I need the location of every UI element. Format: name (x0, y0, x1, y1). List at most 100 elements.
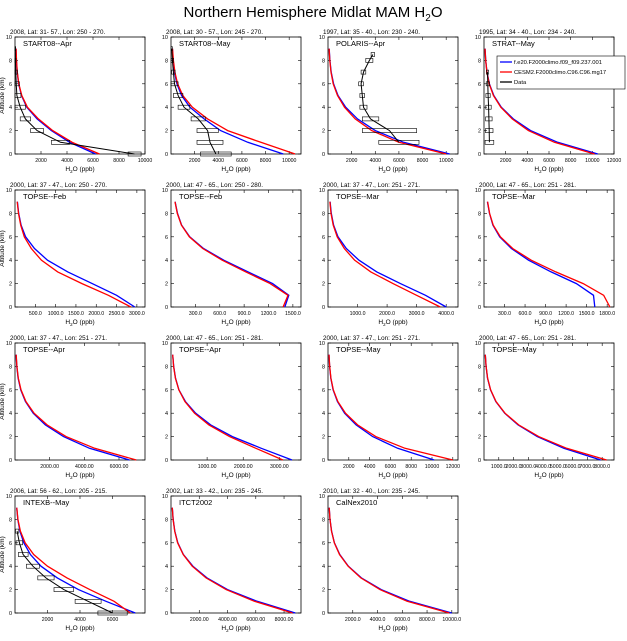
x-tick-label: 4000.0 (370, 617, 386, 623)
y-tick-label: 6 (322, 82, 325, 88)
x-axis-label: H2O (ppb) (221, 472, 250, 480)
y-tick-label: 2 (165, 282, 168, 288)
y-tick-label: 8 (478, 364, 481, 370)
x-tick-label: 3000.00 (270, 464, 289, 470)
model-blue-line (328, 507, 452, 614)
y-tick-label: 4 (478, 105, 481, 111)
panel-1: 2008, Lat: 31- 57., Lon: 250 - 270. START… (0, 29, 152, 174)
y-tick-label: 2 (322, 435, 325, 441)
panel-7: 2000, Lat: 37 - 47., Lon: 251 - 271. TOPS… (319, 182, 459, 327)
error-box (15, 540, 23, 546)
y-tick-label: 6 (322, 541, 325, 547)
y-tick-label: 2 (9, 435, 12, 441)
y-tick-label: 0 (322, 458, 325, 464)
y-tick-label: 0 (165, 305, 168, 311)
panel-label: TOPSE--Feb (23, 192, 66, 201)
y-tick-label: 0 (322, 611, 325, 617)
x-tick-label: 2000.0 (506, 464, 522, 470)
x-tick-label: 1200.0 (558, 311, 574, 317)
x-tick-label: 6000 (543, 158, 555, 164)
error-box (484, 140, 495, 145)
x-tick-label: 6000 (393, 158, 405, 164)
y-tick-label: 8 (322, 58, 325, 64)
y-tick-label: 6 (165, 82, 168, 88)
panel-9: 2000, Lat: 37 - 47., Lon: 251 - 271. TOPS… (0, 335, 146, 480)
x-tick-label: 1800.0 (599, 311, 615, 317)
x-tick-label: 2000 (189, 158, 201, 164)
model-red-line (171, 507, 293, 614)
panel-8: 2000, Lat: 47 - 65., Lon: 251 - 281. TOPS… (475, 182, 615, 327)
error-box (74, 598, 102, 604)
x-tick-label: 4000 (522, 158, 534, 164)
plot-frame (483, 342, 615, 461)
x-tick-label: 4000 (369, 158, 381, 164)
x-tick-label: 2000.00 (40, 464, 59, 470)
panel-title: 1995, Lat: 34 - 40., Lon: 234 - 240. (479, 29, 576, 36)
error-box (37, 575, 55, 581)
error-box (196, 128, 219, 133)
x-tick-label: 300.0 (189, 311, 202, 317)
y-tick-label: 10 (319, 188, 325, 194)
x-tick-label: 2000 (42, 617, 54, 623)
y-tick-label: 10 (319, 35, 325, 41)
panel-14: 2002, Lat: 33 - 42., Lon: 235 - 245. ITCT… (162, 488, 302, 633)
error-box (358, 81, 364, 87)
legend-box (496, 55, 626, 90)
error-box (14, 69, 18, 75)
y-tick-label: 2 (478, 282, 481, 288)
y-tick-label: 10 (475, 341, 481, 347)
y-tick-label: 10 (162, 494, 168, 500)
y-tick-label: 6 (322, 388, 325, 394)
x-tick-label: 300.0 (498, 311, 511, 317)
y-tick-label: 2 (165, 129, 168, 135)
x-tick-label: 5000.0 (550, 464, 566, 470)
x-tick-label: 4000 (212, 158, 224, 164)
y-tick-label: 0 (165, 611, 168, 617)
panel-label: TOPSE--May (336, 345, 381, 354)
x-tick-label: 8000 (113, 158, 125, 164)
error-box (361, 116, 380, 122)
y-tick-label: 0 (165, 152, 168, 158)
y-tick-label: 2 (322, 129, 325, 135)
figure-title: Northern Hemisphere Midlat MAM H2O (184, 4, 443, 24)
y-tick-label: 0 (9, 611, 12, 617)
panel-title: 2000, Lat: 47 - 65., Lon: 251 - 281. (166, 335, 263, 342)
y-tick-label: 0 (9, 305, 12, 311)
x-tick-label: 10000 (439, 158, 454, 164)
y-tick-label: 0 (478, 305, 481, 311)
error-box (14, 46, 16, 52)
panel-2: 2008, Lat: 30 - 57., Lon: 245 - 270. STAR… (162, 29, 302, 174)
y-tick-label: 8 (9, 517, 12, 523)
panel-label: START08--Apr (23, 39, 72, 48)
x-tick-label: 1000.0 (48, 311, 64, 317)
x-tick-label: 6000 (236, 158, 248, 164)
error-box (97, 610, 128, 616)
x-tick-label: 7000.0 (579, 464, 595, 470)
y-tick-label: 2 (9, 282, 12, 288)
x-tick-label: 8000 (405, 464, 417, 470)
model-red-line (328, 507, 450, 614)
model-blue-line (172, 354, 293, 461)
x-axis-label: H2O (ppb) (534, 472, 563, 480)
plot-frame (170, 189, 302, 308)
y-tick-label: 6 (165, 541, 168, 547)
plot-frame (170, 342, 302, 461)
x-axis-label: H2O (ppb) (65, 166, 94, 174)
panel-label: POLARIS--Apr (336, 39, 386, 48)
y-tick-label: 0 (478, 458, 481, 464)
model-red-line (171, 48, 296, 155)
x-tick-label: 4000 (74, 617, 86, 623)
x-tick-label: 12000 (607, 158, 622, 164)
y-tick-label: 6 (478, 235, 481, 241)
y-tick-label: 4 (9, 411, 12, 417)
panel-5: 2000, Lat: 37 - 47., Lon: 250 - 270. TOPS… (0, 182, 146, 327)
error-box (486, 69, 489, 75)
error-box (14, 81, 20, 87)
panel-title: 2006, Lat: 56 - 62., Lon: 205 - 215. (10, 488, 107, 495)
error-box (19, 116, 31, 122)
data-line (360, 54, 400, 143)
y-tick-label: 10 (6, 35, 12, 41)
model-blue-line (16, 201, 136, 308)
panel-label: TOPSE--Apr (179, 345, 221, 354)
panel-title: 2002, Lat: 33 - 42., Lon: 235 - 245. (166, 488, 263, 495)
